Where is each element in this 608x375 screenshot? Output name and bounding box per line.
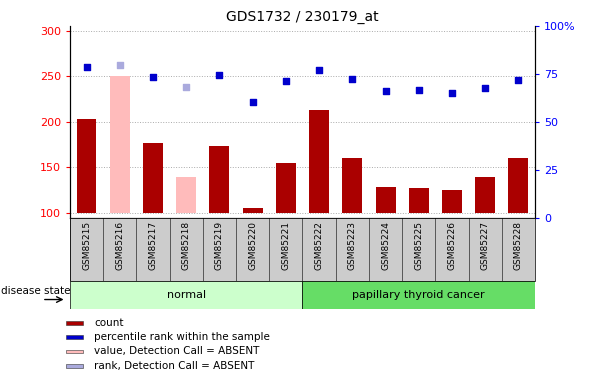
Text: GSM85221: GSM85221 xyxy=(282,220,291,270)
Title: GDS1732 / 230179_at: GDS1732 / 230179_at xyxy=(226,10,379,24)
Point xyxy=(148,74,158,80)
Point xyxy=(447,90,457,96)
Bar xyxy=(243,209,263,213)
Point xyxy=(115,62,125,68)
Bar xyxy=(70,281,302,309)
Text: GSM85223: GSM85223 xyxy=(348,220,357,270)
Bar xyxy=(376,188,395,213)
Bar xyxy=(442,190,462,213)
Text: GSM85227: GSM85227 xyxy=(481,220,489,270)
Bar xyxy=(475,177,495,213)
Point xyxy=(248,99,258,105)
Bar xyxy=(66,364,83,368)
Point xyxy=(81,64,91,70)
Point xyxy=(381,88,390,94)
Bar xyxy=(66,321,83,325)
Bar xyxy=(110,76,130,213)
Point xyxy=(414,87,424,93)
Text: GSM85220: GSM85220 xyxy=(248,220,257,270)
Text: GSM85217: GSM85217 xyxy=(148,220,157,270)
Text: GSM85216: GSM85216 xyxy=(116,220,124,270)
Point xyxy=(181,84,191,90)
Bar xyxy=(409,188,429,213)
Text: rank, Detection Call = ABSENT: rank, Detection Call = ABSENT xyxy=(94,361,255,371)
Text: value, Detection Call = ABSENT: value, Detection Call = ABSENT xyxy=(94,346,260,356)
Bar xyxy=(276,163,296,213)
Bar xyxy=(302,281,535,309)
Text: GSM85218: GSM85218 xyxy=(182,220,191,270)
Point xyxy=(215,72,224,78)
Point xyxy=(514,77,523,83)
Bar xyxy=(143,143,163,213)
Text: papillary thyroid cancer: papillary thyroid cancer xyxy=(353,290,485,300)
Bar xyxy=(309,110,329,213)
Bar xyxy=(342,158,362,213)
Text: GSM85228: GSM85228 xyxy=(514,220,523,270)
Bar xyxy=(176,177,196,213)
Point xyxy=(347,76,357,82)
Bar xyxy=(77,119,97,213)
Text: percentile rank within the sample: percentile rank within the sample xyxy=(94,332,271,342)
Text: GSM85219: GSM85219 xyxy=(215,220,224,270)
Point xyxy=(480,85,490,91)
Bar xyxy=(66,335,83,339)
Text: GSM85225: GSM85225 xyxy=(414,220,423,270)
Text: count: count xyxy=(94,318,124,328)
Text: GSM85215: GSM85215 xyxy=(82,220,91,270)
Text: GSM85224: GSM85224 xyxy=(381,220,390,270)
Text: GSM85222: GSM85222 xyxy=(314,220,323,270)
Text: GSM85226: GSM85226 xyxy=(447,220,457,270)
Text: normal: normal xyxy=(167,290,206,300)
Bar xyxy=(508,158,528,213)
Bar xyxy=(209,147,229,213)
Point xyxy=(314,67,324,73)
Text: disease state: disease state xyxy=(1,286,71,296)
Point xyxy=(281,78,291,84)
Bar xyxy=(66,350,83,353)
